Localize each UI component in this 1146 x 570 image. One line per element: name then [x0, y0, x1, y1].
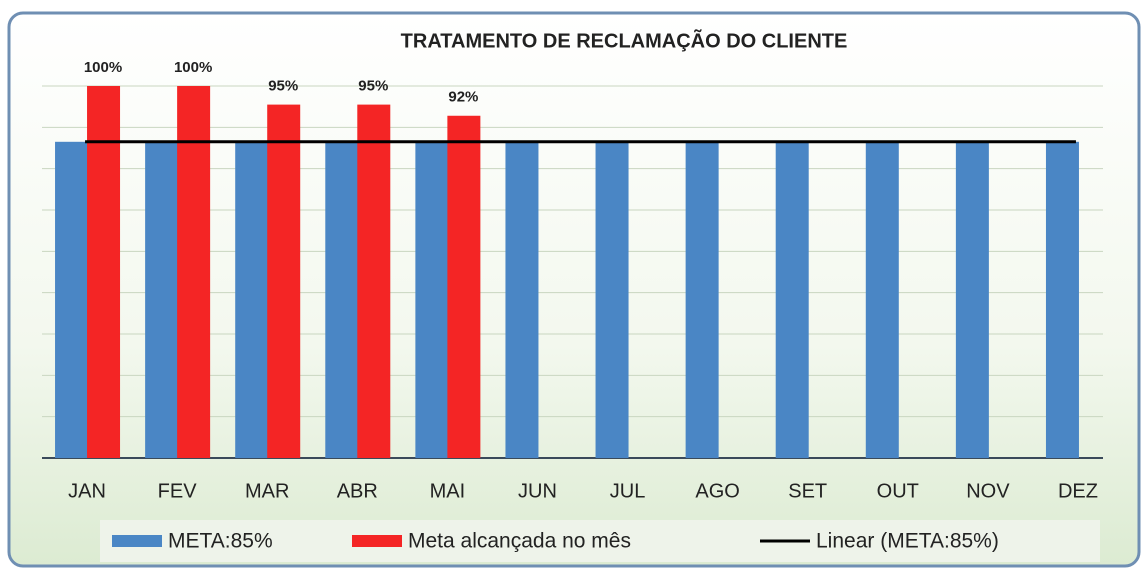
x-tick-label: NOV: [966, 480, 1010, 502]
legend-label: Meta alcançada no mês: [408, 530, 631, 553]
bar: [865, 141, 899, 459]
x-tick-label: MAI: [430, 480, 466, 502]
bar: [145, 141, 179, 459]
data-label: 95%: [358, 78, 388, 95]
x-tick-label: DEZ: [1058, 480, 1098, 502]
bar: [357, 104, 391, 458]
bar: [505, 141, 539, 459]
bar: [87, 86, 121, 458]
grid: [42, 85, 1103, 459]
x-tick-label: JUL: [610, 480, 646, 502]
x-tick-label: MAR: [245, 480, 289, 502]
x-tick-label: AGO: [695, 480, 739, 502]
bar: [1045, 141, 1079, 459]
x-tick-label: JUN: [518, 480, 557, 502]
bar: [955, 141, 989, 459]
x-tick-label: SET: [788, 480, 827, 502]
data-label: 92%: [448, 89, 478, 106]
bar: [325, 141, 359, 459]
bar: [235, 141, 269, 459]
bar: [595, 141, 629, 459]
legend-label: Linear (META:85%): [816, 530, 999, 553]
legend-label: META:85%: [168, 530, 273, 553]
bar: [447, 115, 481, 458]
bar: [267, 104, 301, 458]
legend-box: [100, 520, 1100, 562]
x-tick-label: FEV: [158, 480, 198, 502]
bar: [415, 141, 449, 459]
x-tick-label: JAN: [68, 480, 106, 502]
bar: [685, 141, 719, 459]
bar: [775, 141, 809, 459]
chart-title: TRATAMENTO DE RECLAMAÇÃO DO CLIENTE: [401, 29, 848, 52]
bar: [177, 86, 211, 458]
data-label: 100%: [174, 59, 212, 76]
legend-swatch: [112, 535, 162, 547]
legend-swatch: [352, 535, 402, 547]
data-label: 95%: [268, 78, 298, 95]
x-tick-label: OUT: [877, 480, 919, 502]
x-tick-label: ABR: [337, 480, 378, 502]
bar: [55, 141, 89, 459]
data-label: 100%: [84, 59, 122, 76]
